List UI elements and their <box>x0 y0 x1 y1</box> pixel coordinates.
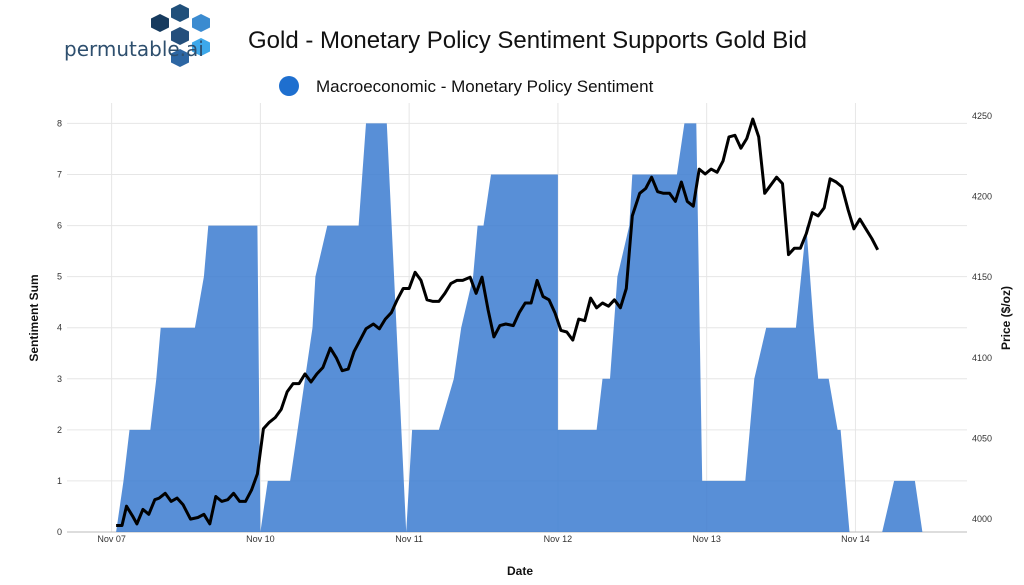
legend-label: Macroeconomic - Monetary Policy Sentimen… <box>316 77 654 96</box>
x-axis-title: Date <box>507 564 533 578</box>
logo-hexagon <box>151 14 169 32</box>
logo-hexagon <box>171 49 189 67</box>
y-tick-label: 7 <box>57 170 62 180</box>
logo-hexagon <box>171 4 189 22</box>
x-tick-label: Nov 11 <box>395 534 423 544</box>
price-line <box>116 117 880 527</box>
x-tick-label: Nov 10 <box>246 534 275 544</box>
legend-marker <box>279 76 299 96</box>
legend: Macroeconomic - Monetary Policy Sentimen… <box>279 76 654 96</box>
y-tick-label: 0 <box>57 527 62 537</box>
sentiment-area-layer <box>116 123 923 533</box>
y2-axis-title: Price ($/oz) <box>999 286 1013 350</box>
y-tick-label: 3 <box>57 374 62 384</box>
y2-tick-label: 4100 <box>972 353 992 363</box>
logo-hexagon <box>192 38 210 56</box>
logo-hexagon <box>171 27 189 45</box>
y-tick-label: 2 <box>57 425 62 435</box>
x-tick-label: Nov 12 <box>544 534 573 544</box>
permutable-logo: permutable.ai <box>64 4 210 67</box>
x-tick-label: Nov 07 <box>97 534 126 544</box>
y2-axis-ticks: 4000 4050 4100 4150 4200 4250 <box>972 111 992 524</box>
x-axis-ticks: Nov 07 Nov 10 Nov 11 Nov 12 Nov 13 Nov 14 <box>97 534 869 544</box>
y-tick-label: 1 <box>57 476 62 486</box>
y2-tick-label: 4150 <box>972 272 992 282</box>
y2-tick-label: 4000 <box>972 514 992 524</box>
hexagon-logo-icon <box>151 4 210 67</box>
y-tick-label: 4 <box>57 323 62 333</box>
x-tick-label: Nov 13 <box>692 534 721 544</box>
logo-text: permutable.ai <box>64 37 204 61</box>
chart-title: Gold - Monetary Policy Sentiment Support… <box>248 27 807 54</box>
y-axis-title: Sentiment Sum <box>27 274 41 361</box>
x-tick-label: Nov 14 <box>841 534 870 544</box>
y2-tick-label: 4250 <box>972 111 992 121</box>
y2-tick-label: 4200 <box>972 192 992 202</box>
y-tick-label: 8 <box>57 118 62 128</box>
price-line-layer <box>116 117 880 527</box>
logo-hexagon <box>192 14 210 32</box>
y2-tick-label: 4050 <box>972 433 992 443</box>
y-tick-label: 5 <box>57 272 62 282</box>
y-tick-label: 6 <box>57 221 62 231</box>
sentiment-area <box>116 123 923 533</box>
y-axis-ticks: 0 1 2 3 4 5 6 7 8 <box>57 118 62 537</box>
